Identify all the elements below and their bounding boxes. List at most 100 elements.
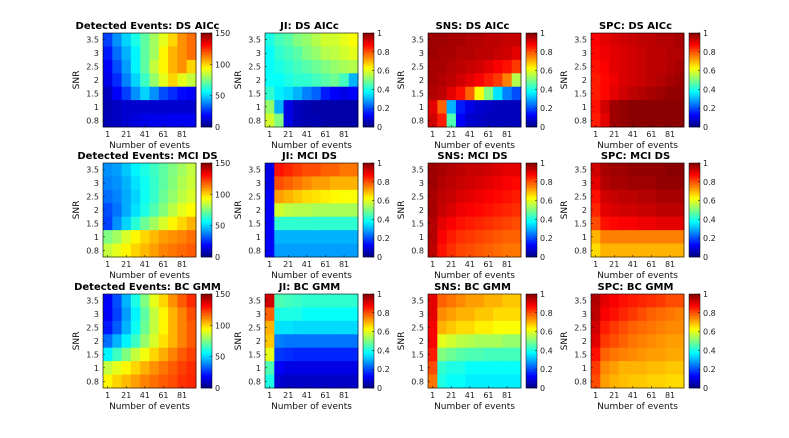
colorbar-segment <box>363 254 374 256</box>
heatmap-cell <box>140 320 150 335</box>
colorbar-tick-label: 0.4 <box>377 346 390 355</box>
colorbar-segment <box>363 346 374 349</box>
heatmap-cell <box>292 59 303 74</box>
colorbar-segment <box>689 342 700 345</box>
colorbar-segment <box>201 35 212 38</box>
y-tick-label: 2.5 <box>86 324 99 333</box>
colorbar-segment <box>363 236 374 239</box>
colorbar-segment <box>526 299 537 302</box>
y-tick-label: 3.5 <box>574 36 587 45</box>
colorbar-segment <box>363 360 374 362</box>
heatmap-cell <box>320 113 331 128</box>
heatmap-cell <box>177 163 188 177</box>
colorbar-segment <box>363 321 374 324</box>
colorbar-segment <box>363 376 374 379</box>
heatmap-cell <box>168 334 178 349</box>
heatmap-cell <box>646 334 657 349</box>
colorbar-segment <box>201 210 212 212</box>
colorbar-segment <box>363 63 374 66</box>
heatmap-cell <box>149 361 160 375</box>
colorbar-segment <box>363 66 374 69</box>
heatmap-cell <box>474 374 485 389</box>
x-tick-label: 81 <box>502 130 512 139</box>
x-tick-label: 1 <box>267 130 272 139</box>
y-tick-label: 3.5 <box>574 166 587 175</box>
y-tick-label: 2 <box>419 337 424 346</box>
heatmap-cell <box>121 230 132 244</box>
heatmap-cell <box>292 33 303 47</box>
heatmap-cell <box>311 203 322 218</box>
heatmap-cell <box>158 216 169 231</box>
colorbar-tick-label: 0.2 <box>540 104 553 113</box>
heatmap-cell <box>674 33 685 47</box>
colorbar-segment <box>363 295 374 298</box>
colorbar-segment <box>689 183 700 186</box>
heatmap-cell <box>265 203 275 218</box>
colorbar-segment <box>363 94 374 97</box>
colorbar-segment <box>526 112 537 115</box>
colorbar-segment <box>363 317 374 320</box>
colorbar-segment <box>201 212 212 215</box>
heatmap-cell <box>511 307 522 322</box>
colorbar-segment <box>526 65 537 68</box>
heatmap-cell <box>302 113 312 128</box>
colorbar-segment <box>363 212 374 215</box>
heatmap-cell <box>428 347 438 362</box>
heatmap-cell <box>502 46 513 61</box>
heatmap-cell <box>665 374 676 389</box>
colorbar-tick-label: 1 <box>377 29 382 38</box>
colorbar-segment <box>689 49 700 51</box>
heatmap-cell <box>158 100 169 114</box>
colorbar-segment <box>201 236 212 239</box>
x-tick-label: 21 <box>121 260 131 269</box>
heatmap-cell <box>493 361 503 375</box>
heatmap-cell <box>455 320 466 335</box>
colorbar-segment <box>363 345 374 348</box>
heatmap-cell <box>455 307 466 322</box>
colorbar-segment <box>526 198 537 201</box>
colorbar-segment <box>526 124 537 126</box>
colorbar-segment <box>526 167 537 170</box>
heatmap-cell <box>428 243 438 258</box>
colorbar-segment <box>526 55 537 57</box>
heatmap-cell <box>665 100 676 114</box>
heatmap-cell <box>130 203 141 218</box>
colorbar-segment <box>363 60 374 63</box>
heatmap-cell <box>591 176 601 191</box>
panel-title: Detected Events: MCI DS <box>77 151 217 162</box>
colorbar-segment <box>689 330 700 333</box>
colorbar-segment <box>363 171 374 174</box>
y-tick-label: 2.5 <box>86 193 99 202</box>
x-axis-label: Number of events <box>597 141 678 151</box>
heatmap-cell <box>483 46 494 61</box>
heatmap-cell <box>130 243 141 258</box>
colorbar-segment <box>201 82 212 85</box>
colorbar-segment <box>689 80 700 82</box>
colorbar-segment <box>526 99 537 101</box>
colorbar-segment <box>526 245 537 248</box>
colorbar-segment <box>689 349 700 352</box>
x-tick-label: 21 <box>283 260 293 269</box>
panel-title: SNS: MCI DS <box>437 151 507 162</box>
colorbar-segment <box>363 383 374 386</box>
heatmap-cell <box>302 307 312 322</box>
x-tick-label: 21 <box>609 260 619 269</box>
heatmap-cell <box>493 243 503 258</box>
heatmap-cell <box>474 113 485 128</box>
heatmap-cell <box>149 46 160 61</box>
heatmap-cell <box>130 113 141 128</box>
colorbar-tick-label: 0.8 <box>377 309 390 318</box>
colorbar-segment <box>526 252 537 255</box>
heatmap-cell <box>511 230 522 244</box>
colorbar-segment <box>363 377 374 380</box>
heatmap-cell <box>465 73 475 88</box>
heatmap-cell <box>168 347 178 362</box>
y-tick-label: 1.5 <box>248 219 261 228</box>
heatmap-cell <box>637 100 648 114</box>
heatmap-cell <box>130 320 141 335</box>
heatmap-cell <box>646 86 657 101</box>
colorbar-segment <box>689 43 700 46</box>
heatmap-cell <box>348 46 359 61</box>
colorbar-segment <box>201 318 212 321</box>
heatmap-cell <box>609 113 620 128</box>
